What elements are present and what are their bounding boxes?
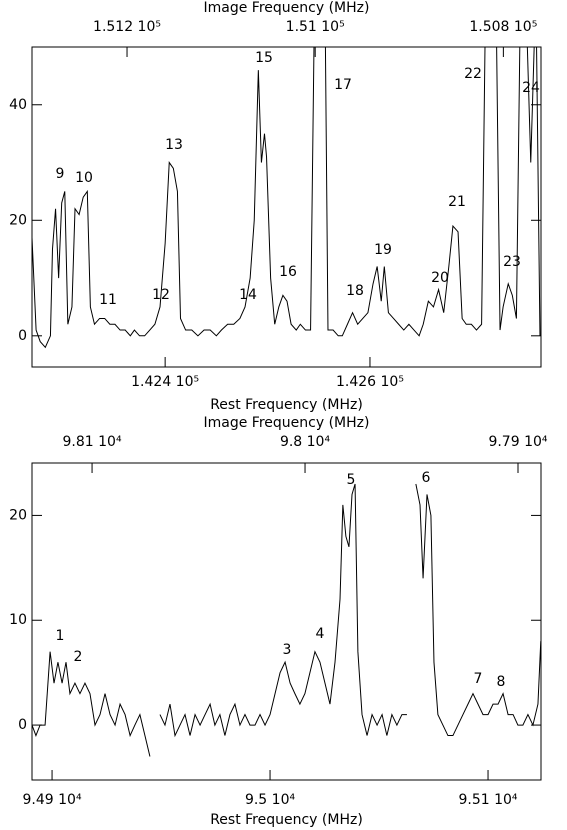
spectrum [415,483,541,737]
line-label: 15 [255,50,273,66]
line-label: 2 [74,649,83,665]
line-label: 4 [316,626,325,642]
x-tick-label: 9.5 10⁴ [245,792,296,808]
line-label: 16 [279,264,297,280]
y-tick-label: 20 [9,507,27,523]
plot-frame [31,46,542,368]
plot-frame [31,462,542,781]
x2-tick-label: 1.512 10⁵ [93,19,161,35]
y-tick-label: 40 [9,97,27,113]
y-tick-label: 20 [9,212,27,228]
line-label: 9 [56,166,65,182]
line-label: 14 [239,287,257,303]
spectrum [32,47,541,349]
line-label: 19 [374,242,392,258]
x-axis-title: Rest Frequency (MHz) [210,812,363,828]
x2-tick-label: 1.508 10⁵ [469,19,537,35]
line-label: 23 [503,254,521,270]
x2-tick-label: 9.81 10⁴ [63,434,122,450]
line-label: 3 [283,642,292,658]
x-axis-title: Rest Frequency (MHz) [210,397,363,413]
x-tick-label: 9.51 10⁴ [458,792,517,808]
y-tick-label: 10 [9,612,27,628]
line-label: 20 [431,270,449,286]
x-tick-label: 9.49 10⁴ [23,792,82,808]
y-tick-label: 0 [18,328,27,344]
line-label: 22 [464,66,482,82]
line-label: 6 [422,470,431,486]
line-label: 13 [165,137,183,153]
line-label: 5 [347,472,356,488]
x2-axis-title: Image Frequency (MHz) [204,0,370,16]
line-label: 7 [474,671,483,687]
line-label: 18 [346,283,364,299]
x2-tick-label: 1.51 10⁵ [286,19,345,35]
x-tick-label: 1.424 10⁵ [131,374,199,390]
spectrum [159,483,407,738]
line-label: 10 [75,170,93,186]
line-label: 12 [152,287,170,303]
x2-tick-label: 9.8 10⁴ [280,434,331,450]
line-label: 1 [56,628,65,644]
line-label: 17 [334,77,352,93]
line-label: 24 [522,80,540,96]
line-label: 21 [448,194,466,210]
x-tick-label: 1.426 10⁵ [336,374,404,390]
x2-axis-title: Image Frequency (MHz) [204,415,370,431]
line-label: 11 [99,292,117,308]
y-tick-label: 0 [18,717,27,733]
x2-tick-label: 9.79 10⁴ [488,434,547,450]
spectrum [32,651,151,757]
line-label: 8 [497,674,506,690]
